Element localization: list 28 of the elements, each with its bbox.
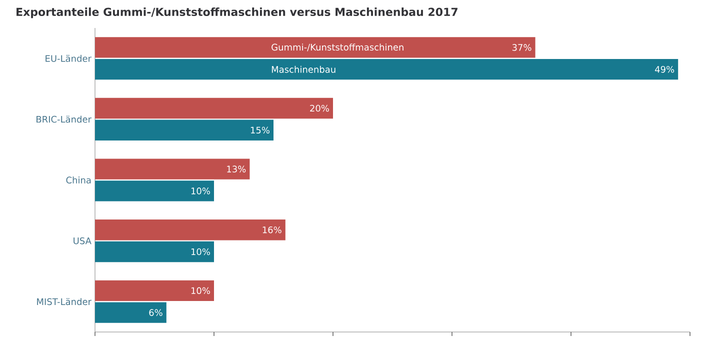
data-label: 16%	[262, 226, 282, 234]
data-label: 10%	[191, 188, 210, 194]
data-label: 20%	[310, 104, 329, 112]
bar	[95, 302, 166, 323]
data-label: 10%	[191, 287, 210, 294]
data-label: 15%	[250, 126, 270, 134]
bar	[95, 241, 214, 262]
bar	[95, 180, 214, 202]
bar	[95, 59, 678, 80]
data-label: 13%	[227, 166, 246, 172]
y-tick-label: EU-Länder	[46, 54, 92, 62]
data-label: 37%	[512, 44, 532, 51]
y-tick-label: MIST-Länder	[37, 298, 92, 306]
y-tick-label: China	[66, 176, 91, 184]
y-tick-label: BRIC-Länder	[36, 116, 92, 123]
data-label: 10%	[191, 248, 210, 256]
chart-title: Exportanteile Gummi-/Kunststoffmaschinen versus Maschinenbau 2017	[16, 8, 458, 18]
bar	[95, 220, 286, 240]
data-label: 6%	[149, 309, 162, 316]
bar	[95, 98, 334, 119]
series-label: Maschinenbau	[272, 66, 336, 73]
bar	[95, 37, 536, 58]
y-tick-label: USA	[74, 237, 92, 244]
bar	[95, 158, 250, 180]
bar	[95, 120, 274, 140]
bar	[95, 280, 214, 301]
data-label: 49%	[655, 66, 674, 73]
series-label: Gummi-/Kunststoffmaschinen	[272, 44, 404, 52]
